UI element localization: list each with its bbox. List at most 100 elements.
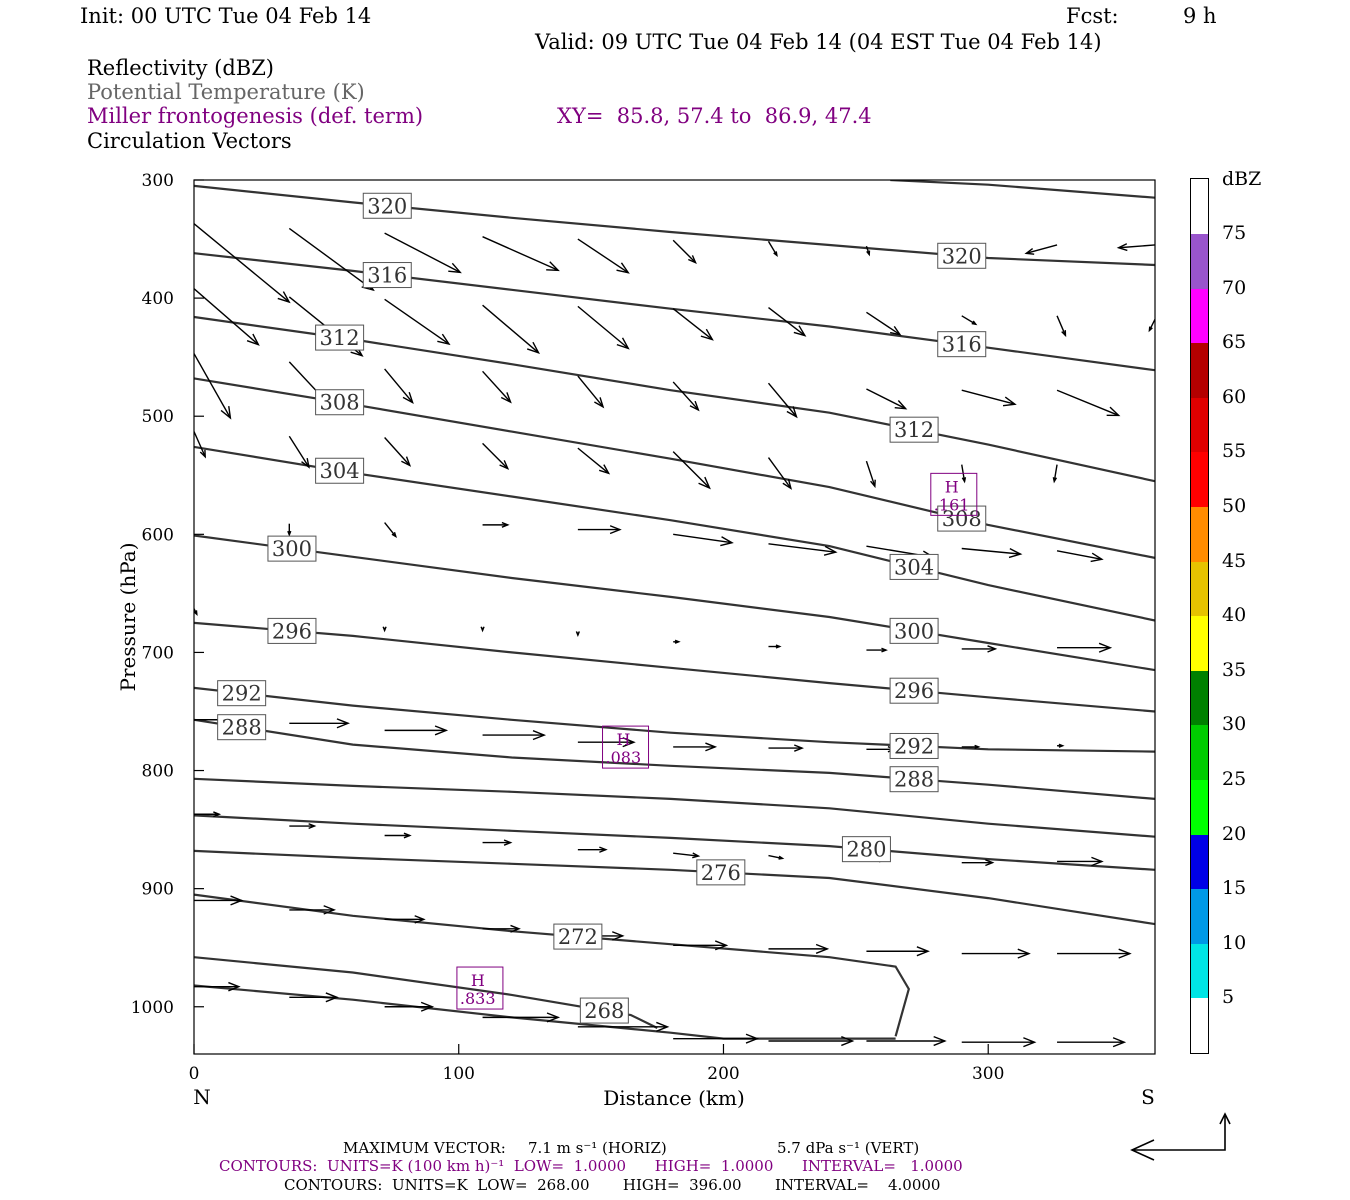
circulation-vector <box>482 442 510 470</box>
colorbar-cell <box>1191 889 1208 945</box>
circulation-vector <box>288 227 375 292</box>
colorbar-level-10: 10 <box>1222 931 1247 954</box>
colorbar-level-25: 25 <box>1222 768 1247 790</box>
contour-label-box <box>217 714 267 741</box>
colorbar-cell <box>1191 288 1208 344</box>
circulation-vector <box>194 431 206 459</box>
circulation-vector <box>194 288 260 346</box>
contour-label-308: 308 <box>320 391 360 415</box>
circulation-vector <box>288 435 310 469</box>
circulation-vector <box>577 305 630 350</box>
circulation-vector <box>768 744 804 752</box>
contour-label-box <box>889 416 939 443</box>
colorbar-level-45: 45 <box>1222 549 1247 572</box>
contour-label-box <box>579 997 629 1024</box>
circulation-vector <box>961 1037 1037 1048</box>
colorbar-cell <box>1191 452 1208 508</box>
circulation-vector <box>961 948 1031 959</box>
contour-label-312: 312 <box>320 326 360 350</box>
colorbar-cell <box>1191 780 1208 836</box>
contour-label-box <box>937 242 987 269</box>
circulation-vector <box>384 437 412 467</box>
forecast-hour: 9 h <box>1183 4 1217 28</box>
contour-label-box <box>267 617 317 644</box>
contour-label-box <box>315 457 365 484</box>
circulation-vector <box>577 1021 670 1032</box>
theta-contour-300 <box>194 534 1155 672</box>
circulation-vector <box>672 308 714 341</box>
colorbar-level-50: 50 <box>1222 495 1247 517</box>
legend-potential-temperature: Potential Temperature (K) <box>87 80 365 104</box>
circulation-vector <box>866 946 930 957</box>
theta-contour-264 <box>194 984 896 1040</box>
colorbar-level-75: 75 <box>1222 222 1247 244</box>
theta-contour-316 <box>194 252 1155 372</box>
contour-label-box <box>889 617 939 644</box>
cross-section-endpoints: XY= 85.8, 57.4 to 86.9, 47.4 <box>557 104 872 128</box>
colorbar-cell <box>1191 234 1208 290</box>
circulation-vector <box>866 311 902 336</box>
y-axis-label: Pressure (hPa) <box>116 543 140 692</box>
x-end-label-right: S <box>1141 1085 1155 1109</box>
contour-label-288: 288 <box>222 716 262 740</box>
contour-label-box <box>315 389 365 416</box>
circulation-vector <box>1056 315 1067 338</box>
y-tick-label: 700 <box>142 643 174 663</box>
circulation-vector <box>289 905 337 915</box>
legend-circulation-vectors: Circulation Vectors <box>87 129 292 153</box>
circulation-vector <box>1056 550 1104 563</box>
colorbar-cell <box>1191 725 1208 781</box>
circulation-vector <box>866 1035 947 1047</box>
circulation-vector <box>672 451 711 490</box>
circulation-vector <box>961 645 998 653</box>
circulation-vector <box>961 744 981 750</box>
contour-label-304: 304 <box>320 459 360 483</box>
circulation-vector <box>767 382 798 419</box>
circulation-vector <box>673 742 718 752</box>
theta-contour-268 <box>194 956 658 1029</box>
circulation-vector <box>1116 243 1155 252</box>
circulation-vector <box>384 232 462 274</box>
contour-label-300: 300 <box>894 619 934 643</box>
colorbar-level-65: 65 <box>1222 331 1247 354</box>
contour-label-292: 292 <box>894 734 934 758</box>
theta-contour-320-upper <box>890 180 1155 199</box>
circulation-vector <box>866 647 888 653</box>
colorbar-level-30: 30 <box>1222 713 1247 736</box>
circulation-vector <box>194 353 232 420</box>
circulation-vector <box>482 839 513 846</box>
y-tick-label: 900 <box>142 880 174 900</box>
circulation-vector <box>384 1001 435 1012</box>
circulation-vector <box>961 389 1017 407</box>
contour-label-box <box>937 505 987 532</box>
init-time: Init: 00 UTC Tue 04 Feb 14 <box>80 4 372 28</box>
max-vector-vertical: 5.7 dPa s⁻¹ (VERT) <box>777 1139 920 1157</box>
contour-label-box <box>267 535 317 562</box>
colorbar-cell <box>1191 397 1208 453</box>
circulation-vector <box>768 644 782 649</box>
max-vector-horizontal: 7.1 m s⁻¹ (HORIZ) <box>528 1139 667 1157</box>
circulation-vector <box>384 298 451 346</box>
svg-text:H: H <box>617 730 631 749</box>
theta-contour-320 <box>194 184 1155 267</box>
contour-label-316: 316 <box>942 333 982 357</box>
circulation-vector <box>287 523 292 537</box>
contour-label-296: 296 <box>894 679 934 703</box>
circulation-vector <box>577 525 622 535</box>
circulation-vector <box>194 811 222 818</box>
circulation-vector <box>482 370 512 404</box>
circulation-vector <box>482 1012 561 1023</box>
circulation-vector <box>194 895 244 906</box>
y-tick-label: 300 <box>142 171 174 191</box>
frontogenesis-max-marker: H.083 <box>602 725 650 769</box>
colorbar-level-40: 40 <box>1222 604 1247 627</box>
colorbar-unit: dBZ <box>1222 168 1262 190</box>
contour-label-box <box>889 553 939 580</box>
circulation-vector <box>384 832 412 839</box>
contour-label-320: 320 <box>367 194 407 218</box>
reflectivity-colorbar <box>1190 178 1209 1054</box>
circulation-vector <box>1057 642 1113 653</box>
circulation-vector <box>194 223 291 304</box>
contour-label-276: 276 <box>701 861 741 885</box>
forecast-label: Fcst: <box>1066 4 1119 28</box>
